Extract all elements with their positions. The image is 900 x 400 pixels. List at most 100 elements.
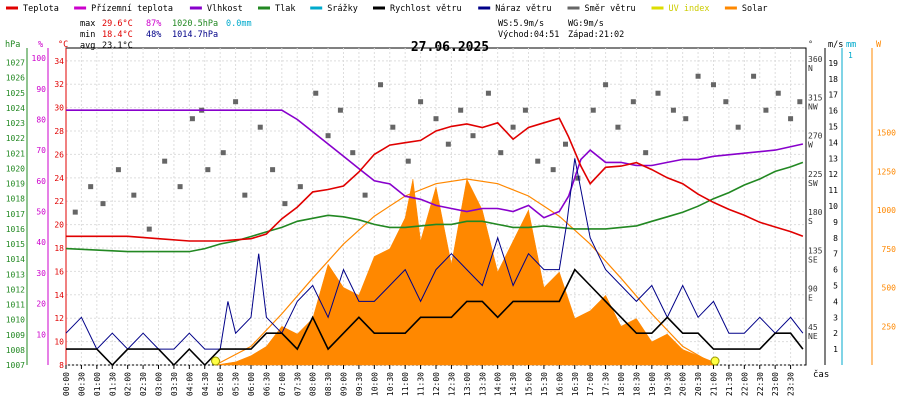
x-tick-label: 12:00 — [432, 372, 441, 396]
x-tick-label: 17:30 — [602, 372, 611, 396]
temperature-tick-label: 14 — [54, 291, 64, 300]
stat-max-label: max — [80, 19, 95, 29]
pressure-tick-label: 1014 — [6, 255, 25, 264]
x-tick-label: 18:00 — [617, 372, 626, 396]
stats-block: max 29.6°C 87% 1020.5hPa 0.0mm min 18.4°… — [80, 19, 252, 51]
stat-max-press: 1020.5hPa — [172, 19, 218, 29]
solar-tick-label: 1500 — [877, 129, 896, 138]
stat-min-hum: 48% — [146, 30, 161, 40]
x-tick-label: 20:00 — [679, 372, 688, 396]
wind-direction-point — [220, 150, 226, 156]
wind-speed-tick-label: 6 — [833, 266, 838, 275]
x-tick-label: 16:30 — [571, 372, 580, 396]
wind-direction-point — [257, 124, 263, 130]
wind-speed-tick-label: 7 — [833, 250, 838, 259]
pressure-tick-label: 1015 — [6, 240, 25, 249]
wind-direction-point — [177, 184, 183, 190]
pressure-tick-label: 1024 — [6, 104, 25, 113]
x-tick-label: 05:30 — [232, 372, 241, 396]
x-tick-label: 23:00 — [771, 372, 780, 396]
pressure-tick-label: 1010 — [6, 316, 25, 325]
temperature-tick-label: 12 — [54, 314, 64, 323]
pressure-tick-label: 1020 — [6, 164, 25, 173]
x-tick-label: 21:00 — [710, 372, 719, 396]
stat-min-label: min — [80, 30, 95, 40]
wind-direction-point — [603, 82, 609, 88]
wind-direction-point — [146, 226, 152, 232]
pressure-tick-label: 1021 — [6, 149, 25, 158]
pressure-tick-label: 1007 — [6, 361, 25, 370]
wind-direction-point — [282, 201, 288, 207]
x-tick-label: 23:30 — [787, 372, 796, 396]
x-tick-label: 04:00 — [185, 372, 194, 396]
wind-direction-unit: ° — [808, 40, 813, 50]
legend-label: Solar — [742, 4, 768, 14]
wind-speed-tick-label: 18 — [828, 75, 838, 84]
x-tick-label: 20:30 — [694, 372, 703, 396]
legend-label: Srážky — [327, 4, 358, 14]
wind-direction-point — [751, 73, 757, 79]
sunrise-marker — [211, 356, 221, 366]
legend-label: Náraz větru — [495, 4, 551, 14]
wind-direction-point — [695, 73, 701, 79]
wind-speed-tick-label: 1 — [833, 345, 838, 354]
wind-speed-tick-label: 11 — [828, 186, 838, 195]
x-tick-label: 12:30 — [447, 372, 456, 396]
wind-speed-tick-label: 14 — [828, 138, 838, 147]
wind-direction-point — [433, 116, 439, 122]
pressure-tick-label: 1011 — [6, 301, 25, 310]
stat-min-temp: 18.4°C — [102, 30, 133, 40]
wind-speed-tick-label: 13 — [828, 154, 838, 163]
temperature-tick-label: 30 — [54, 104, 64, 113]
stat-max-hum: 87% — [146, 19, 161, 29]
wind-direction-point — [590, 107, 596, 113]
x-tick-label: 09:00 — [340, 372, 349, 396]
wind-direction-point — [797, 99, 803, 105]
wind-direction-point — [233, 99, 239, 105]
x-tick-label: 07:00 — [278, 372, 287, 396]
wind-direction-point — [337, 107, 343, 113]
temperature-tick-label: 10 — [54, 338, 64, 347]
temperature-tick-label: 16 — [54, 267, 64, 276]
wind-speed-tick-label: 17 — [828, 91, 838, 100]
wind-direction-point — [763, 107, 769, 113]
wind-direction-compass-label: SE — [808, 255, 818, 264]
pressure-tick-label: 1009 — [6, 331, 25, 340]
plot-area — [65, 73, 804, 367]
wind-direction-compass-label: NE — [808, 332, 818, 341]
legend-label: Směr větru — [585, 4, 636, 14]
x-tick-label: 07:30 — [293, 372, 302, 396]
x-tick-label: 16:00 — [555, 372, 564, 396]
stat-min-press: 1014.7hPa — [172, 30, 218, 40]
sunset-time: Západ:21:02 — [568, 30, 624, 40]
wind-direction-point — [535, 158, 541, 164]
pressure-tick-label: 1019 — [6, 180, 25, 189]
wind-direction-point — [683, 116, 689, 122]
solar-tick-label: 750 — [882, 245, 897, 254]
pressure-tick-label: 1025 — [6, 89, 25, 98]
x-tick-label: 19:00 — [648, 372, 657, 396]
humidity-tick-label: 40 — [36, 238, 46, 247]
x-tick-label: 09:30 — [355, 372, 364, 396]
legend-label: UV index — [669, 4, 710, 14]
pressure-tick-label: 1012 — [6, 285, 25, 294]
wind-speed-tick-label: 8 — [833, 234, 838, 243]
wind-direction-tick-label: 90 — [808, 285, 818, 294]
x-tick-label: 14:00 — [494, 372, 503, 396]
time-axis-label: čas — [813, 369, 829, 380]
pressure-tick-label: 1013 — [6, 270, 25, 279]
wind-direction-compass-label: S — [808, 217, 813, 226]
x-tick-label: 13:30 — [478, 372, 487, 396]
wind-direction-point — [205, 167, 211, 173]
wind-direction-point — [775, 90, 781, 96]
x-tick-label: 06:30 — [262, 372, 271, 396]
wind-direction-tick-label: 315 — [808, 93, 823, 102]
humidity-tick-label: 30 — [36, 269, 46, 278]
temperature-tick-label: 8 — [59, 361, 64, 370]
wind-direction-point — [131, 192, 137, 198]
x-tick-label: 00:30 — [77, 372, 86, 396]
wind-info: WS:5.9m/s WG:9m/s Východ:04:51 Západ:21:… — [498, 19, 624, 40]
temperature-tick-label: 26 — [54, 150, 64, 159]
x-tick-label: 10:30 — [386, 372, 395, 396]
